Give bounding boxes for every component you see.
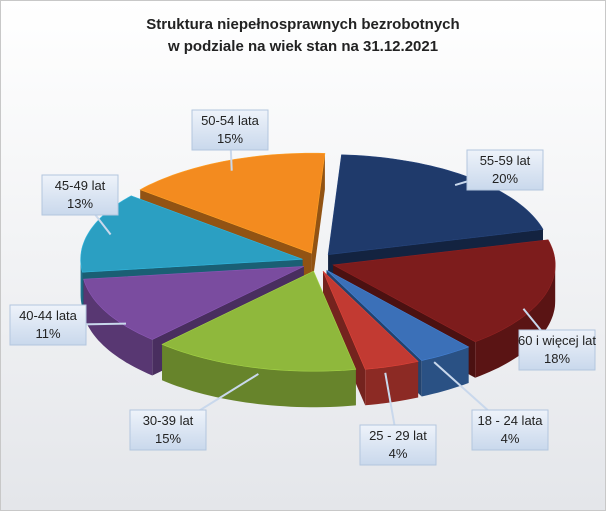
value-label: 11%: [35, 326, 60, 341]
label-box: [41, 174, 119, 216]
label-box: [191, 109, 269, 151]
label-box: [129, 409, 207, 451]
label-box: [359, 424, 437, 466]
label-box: [9, 304, 87, 346]
category-label: 55-59 lat: [480, 153, 531, 168]
category-label: 40-44 lata: [19, 308, 78, 323]
slice: [326, 269, 470, 361]
chart-title: Struktura niepełnosprawnych bezrobotnych…: [146, 16, 460, 55]
slice: [322, 270, 419, 370]
category-label: 25 - 29 lat: [369, 428, 427, 443]
label-box: [471, 409, 549, 451]
label-box: [518, 329, 596, 371]
value-label: 18%: [544, 351, 570, 366]
value-label: 13%: [67, 196, 93, 211]
value-label: 4%: [501, 431, 520, 446]
slice: [332, 239, 556, 343]
slice-side: [83, 279, 153, 376]
slice: [161, 270, 357, 372]
category-label: 60 i więcej lat: [518, 333, 596, 348]
slice-side: [365, 361, 419, 406]
category-label: 30-39 lat: [143, 413, 194, 428]
value-label: 4%: [389, 446, 408, 461]
value-label: 15%: [217, 131, 243, 146]
category-label: 50-54 lata: [201, 113, 260, 128]
value-label: 15%: [155, 431, 181, 446]
slice: [139, 152, 326, 254]
value-label: 20%: [492, 171, 518, 186]
category-label: 18 - 24 lata: [477, 413, 543, 428]
pie: [80, 152, 556, 408]
label-box: [466, 149, 544, 191]
slice-side: [475, 264, 556, 378]
labels: 55-59 lat 20% 60 i więcej lat 18% 18 - 24 la…: [9, 109, 596, 466]
slice-side: [311, 153, 325, 290]
slice: [83, 266, 304, 340]
category-label: 45-49 lat: [55, 178, 106, 193]
